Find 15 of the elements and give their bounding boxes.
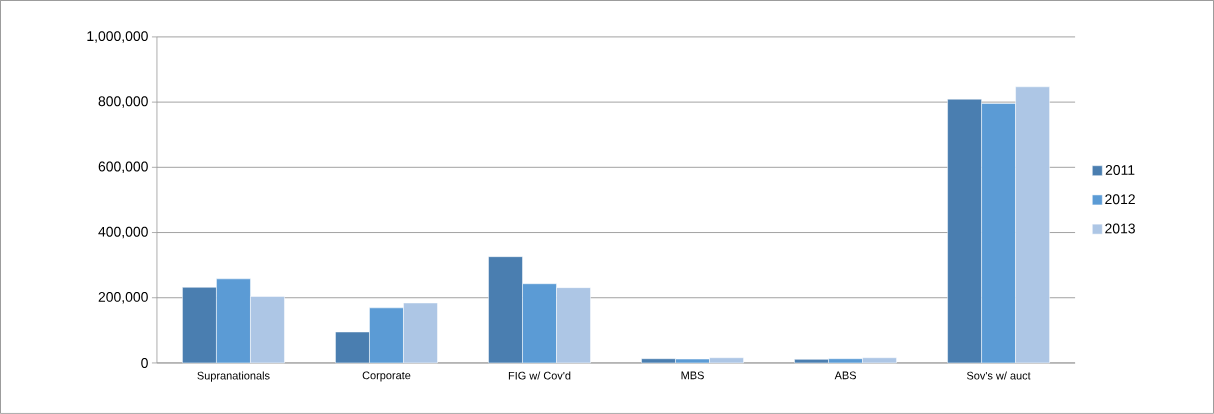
x-tick-label: ABS <box>834 371 856 380</box>
y-tick-label: 800,000 <box>98 96 148 108</box>
y-tick-label: 200,000 <box>98 292 148 304</box>
y-tick-label: 0 <box>141 358 148 368</box>
x-tick-label: Sov's w/ auct <box>966 371 1031 380</box>
x-tick-label: MBS <box>681 371 704 380</box>
x-tick-label: FIG w/ Cov'd <box>508 371 571 380</box>
y-tick-label: 600,000 <box>98 161 148 174</box>
legend-label: 2011 <box>1105 165 1135 176</box>
y-tick-label: 1,000,000 <box>87 31 148 43</box>
legend-label: 2012 <box>1105 194 1135 205</box>
y-tick-label: 400,000 <box>98 226 148 239</box>
x-tick-label: Corporate <box>362 371 411 382</box>
legend-label: 2013 <box>1105 223 1135 234</box>
x-tick-label: Supranationals <box>197 371 270 382</box>
